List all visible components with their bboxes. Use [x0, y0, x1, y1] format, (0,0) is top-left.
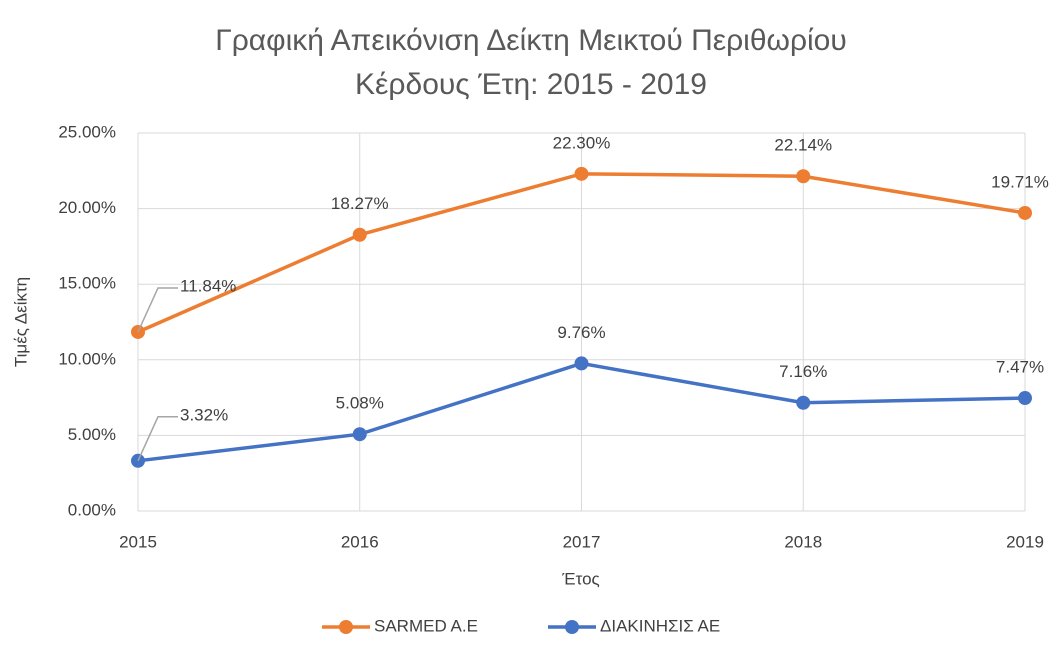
- y-tick-label: 5.00%: [68, 425, 116, 444]
- leader-line: [137, 416, 178, 462]
- y-tick-label: 25.00%: [58, 122, 116, 141]
- legend-swatch: [565, 620, 579, 634]
- leader-line: [137, 287, 178, 333]
- data-point: [796, 169, 811, 184]
- data-label: 22.14%: [774, 136, 832, 155]
- data-label: 7.47%: [996, 358, 1044, 377]
- legend-label: SARMED A.E: [374, 616, 478, 635]
- x-tick-label: 2018: [784, 532, 822, 551]
- x-tick-label: 2019: [1006, 532, 1044, 551]
- x-tick-label: 2015: [119, 532, 157, 551]
- data-label: 19.71%: [991, 172, 1049, 191]
- data-label: 9.76%: [557, 323, 605, 342]
- data-point: [1018, 391, 1032, 406]
- data-label: 18.27%: [331, 194, 389, 213]
- data-point: [574, 166, 589, 181]
- y-axis-label: Τιμές Δείκτη: [11, 277, 30, 367]
- data-label: 5.08%: [336, 394, 384, 413]
- data-point: [352, 227, 367, 242]
- data-point: [796, 395, 811, 410]
- y-tick-label: 10.00%: [58, 349, 116, 368]
- data-point: [1018, 205, 1032, 220]
- data-label: 7.16%: [779, 362, 827, 381]
- x-axis-label: Έτος: [561, 569, 599, 588]
- data-label: 3.32%: [180, 405, 228, 424]
- data-point: [352, 427, 367, 442]
- x-tick-label: 2016: [341, 532, 379, 551]
- data-label: 22.30%: [553, 133, 611, 152]
- y-tick-label: 0.00%: [68, 500, 116, 519]
- data-point: [574, 356, 589, 371]
- y-tick-label: 15.00%: [58, 274, 116, 293]
- x-tick-label: 2017: [563, 532, 601, 551]
- chart-title: Γραφική Απεικόνιση Δείκτη Μεικτού Περιθω…: [215, 24, 847, 57]
- legend-swatch: [339, 620, 353, 634]
- data-label: 11.84%: [180, 276, 236, 295]
- y-tick-label: 20.00%: [58, 198, 116, 217]
- chart-title: Κέρδους Έτη: 2015 - 2019: [355, 68, 707, 101]
- legend-label: ΔΙΑΚΙΝΗΣΙΣ ΑΕ: [600, 616, 720, 635]
